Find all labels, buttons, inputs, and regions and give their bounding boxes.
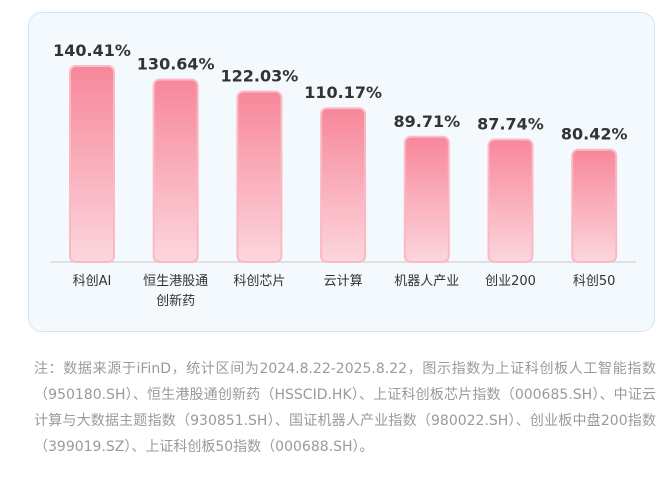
x-tick-label: 云计算 xyxy=(323,274,363,289)
x-tick-label: 科创AI xyxy=(72,274,112,289)
value-label: 130.64% xyxy=(137,55,215,74)
bar xyxy=(152,78,199,263)
chart: 140.41% 130.64% 122.03% 110.17% 89.71% 87.74%… xyxy=(50,41,636,264)
bar xyxy=(571,148,618,263)
x-tick-label: 创业200 xyxy=(485,274,536,289)
bar xyxy=(403,135,450,264)
bar xyxy=(320,107,367,263)
x-tick-label: 恒生港股通创新药 xyxy=(143,274,209,309)
value-label: 80.42% xyxy=(561,125,628,144)
value-label: 87.74% xyxy=(477,115,544,134)
x-tick-label: 机器人产业 xyxy=(394,274,460,289)
value-label: 122.03% xyxy=(221,67,299,86)
footnote: 注：数据来源于iFinD，统计区间为2024.8.22-2025.8.22，图示… xyxy=(34,361,656,455)
value-label: 89.71% xyxy=(393,112,460,131)
value-label: 110.17% xyxy=(304,83,382,102)
x-tick-label: 科创50 xyxy=(572,274,616,289)
bar xyxy=(236,90,283,263)
value-label: 140.41% xyxy=(53,41,131,60)
bar xyxy=(69,64,115,263)
x-tick-label: 科创芯片 xyxy=(233,274,286,289)
bar xyxy=(487,138,534,263)
